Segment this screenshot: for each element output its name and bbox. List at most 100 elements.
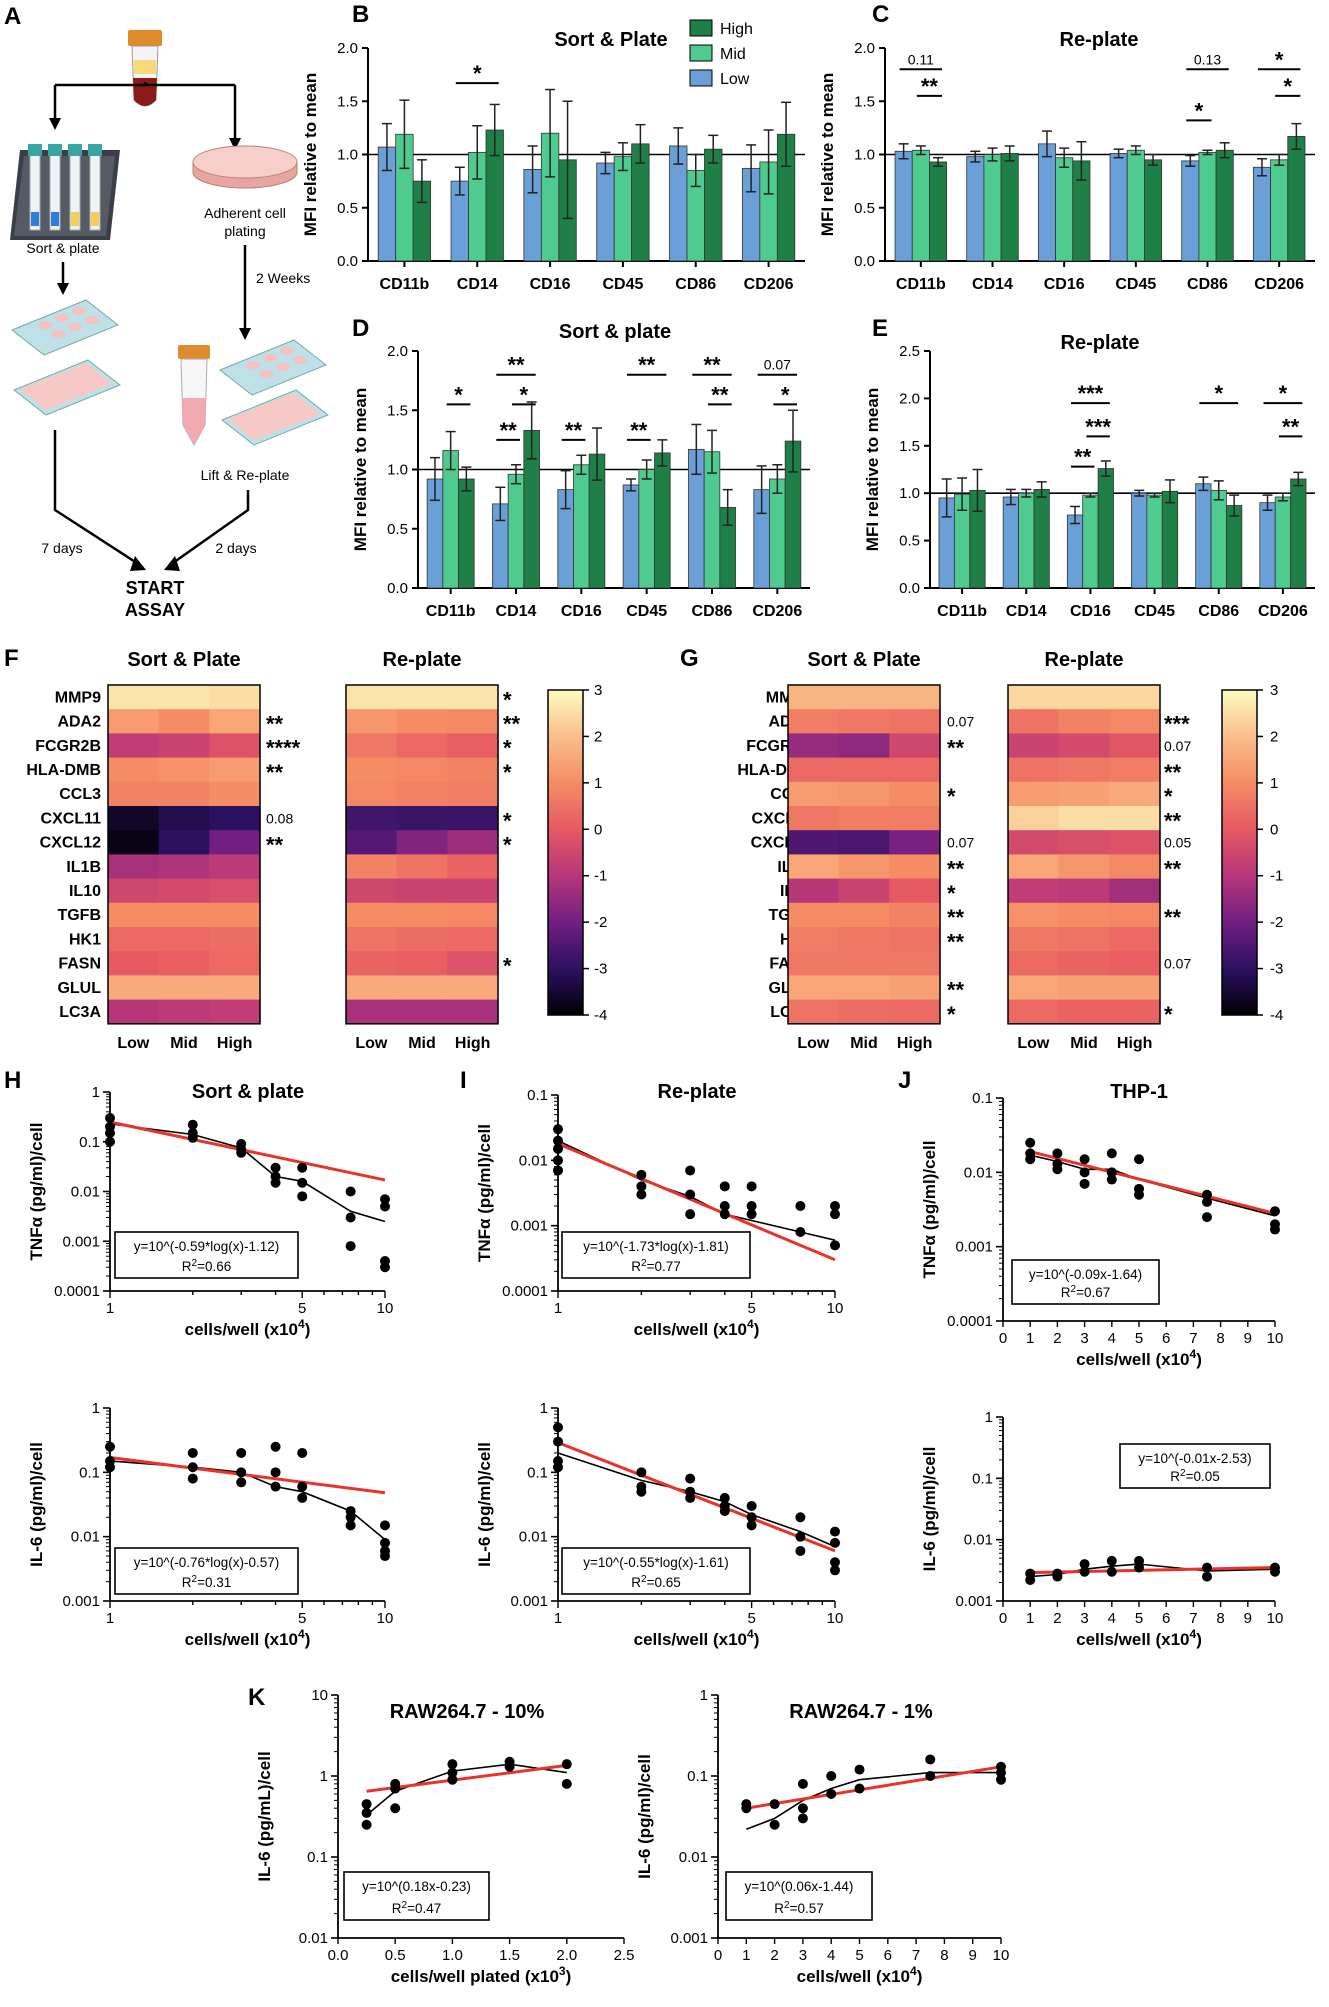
bar-mid <box>1126 149 1145 262</box>
gene-label: HK1 <box>69 931 101 948</box>
heatmap-cell <box>788 806 840 831</box>
heatmap-cell <box>1008 878 1060 904</box>
heatmap-cell <box>108 830 160 855</box>
x-tick-label: CD11b <box>380 276 430 293</box>
heatmap-cell <box>108 733 160 759</box>
data-point <box>345 1241 356 1252</box>
bar-chart-c: C Re-plate 0.0 0.5 1.0 1.5 2.0 CD11b CD14 CD16 CD4… <box>854 1 1315 293</box>
heatmap-cell <box>788 830 840 855</box>
x-tick-label: CD206 <box>752 603 802 620</box>
heatmap-cell <box>889 781 941 807</box>
bar-mid <box>1270 159 1289 262</box>
data-point <box>1202 1571 1212 1582</box>
data-point <box>925 1754 936 1765</box>
y-tick-label: 0.0 <box>899 580 920 597</box>
heatmap-cell <box>1109 878 1161 904</box>
legend-mid: Mid <box>720 46 746 63</box>
heatmap-cell <box>838 951 890 976</box>
heatmap-cell <box>346 806 398 831</box>
heatmap-cell <box>209 757 261 783</box>
x-tick-label: 10 <box>377 1300 394 1317</box>
equation-text: y=10^(-0.59*log(x)-1.12) <box>134 1239 280 1254</box>
significance-label: ** <box>947 978 965 1003</box>
data-point <box>361 1799 372 1810</box>
heatmap-block-title: Re-plate <box>383 649 462 671</box>
heatmap-cell <box>108 999 160 1025</box>
data-point <box>746 1500 757 1511</box>
y-tick-label: 0.01 <box>679 1849 708 1866</box>
x-axis-label: cells/well (x104) <box>185 1627 311 1649</box>
significance-label: ** <box>500 418 518 443</box>
y-tick-label: 0.001 <box>955 1239 993 1256</box>
heatmap-block-title: Sort & Plate <box>127 649 240 671</box>
significance-label: * <box>1164 784 1173 809</box>
data-point <box>297 1162 308 1173</box>
heatmap-cell <box>1058 781 1110 807</box>
data-point <box>795 1226 806 1237</box>
data-point <box>636 1169 647 1180</box>
data-point <box>553 1462 563 1473</box>
heatmap-cell <box>1109 757 1161 783</box>
data-point <box>390 1783 401 1794</box>
data-point <box>795 1512 806 1523</box>
gene-label: CXCL11 <box>41 810 102 827</box>
heatmap-cell <box>108 878 160 904</box>
bar-high <box>1287 135 1306 262</box>
bar-low <box>1002 496 1019 589</box>
heatmap-cell <box>838 709 890 734</box>
significance-label: ** <box>1164 857 1182 882</box>
heatmap-cell <box>108 806 160 831</box>
panel-label: H <box>4 1067 21 1094</box>
x-tick-label: 5 <box>1135 1330 1143 1347</box>
bar-low <box>894 150 913 262</box>
significance-label: *** <box>1085 414 1111 439</box>
significance-label: * <box>1164 1002 1173 1027</box>
heatmap-cell <box>346 902 398 928</box>
scatter-k1: K RAW264.7 - 10% 10 1 0.1 0.010.0 0.5 1.0 1.5 2.0… <box>248 1684 634 1986</box>
heatmap-cell <box>346 854 398 880</box>
heatmap-cell <box>158 806 210 831</box>
x-tick-label: 2 <box>1053 1610 1061 1627</box>
x-tick-label: 9 <box>969 1947 977 1964</box>
y-tick-label: 0.001 <box>62 1233 100 1250</box>
heatmap-cell <box>1058 757 1110 783</box>
y-tick-label: 0.01 <box>71 1184 100 1201</box>
heatmap-cell <box>396 757 448 783</box>
bar-high <box>1226 505 1243 589</box>
heatmap-cell <box>396 927 448 952</box>
heatmap-cell <box>108 685 160 710</box>
scatter-h1: H Sort & plate 1 0.1 0.01 0.001 0.0001 1 5 10 cell… <box>4 1067 393 1339</box>
heatmap-cell <box>108 757 160 783</box>
significance-label: * <box>503 953 512 978</box>
x-tick-label: CD11b <box>426 603 476 620</box>
column-label: Mid <box>170 1035 198 1052</box>
data-point <box>270 1162 281 1173</box>
equation-box <box>1011 1259 1160 1305</box>
heatmap-cell <box>1058 830 1110 855</box>
colorbar <box>547 689 584 1016</box>
heatmap-cell <box>209 781 261 807</box>
bar-low <box>1181 160 1200 262</box>
heatmap-cell <box>838 806 890 831</box>
heatmap-cell <box>158 830 210 855</box>
significance-label: * <box>473 61 482 86</box>
scatter-j1: J THP-1 0.1 0.01 0.001 0.0001 0 1 2 3 4 5 6 7 8 9 10 cell… <box>898 1067 1283 1369</box>
heatmap-cell <box>1058 854 1110 880</box>
bar-low <box>1252 166 1271 262</box>
significance-label: * <box>503 687 512 712</box>
data-point <box>746 1181 757 1192</box>
heatmap-cell <box>1008 975 1060 1001</box>
x-tick-label: CD14 <box>457 276 498 293</box>
y-tick-label: 0.1 <box>972 1090 993 1107</box>
heatmap-cell <box>788 878 840 904</box>
y-tick-label: 10 <box>311 1687 328 1704</box>
colorbar-tick-label: -2 <box>1270 914 1283 931</box>
data-point <box>1106 1148 1117 1159</box>
y-tick-label: 0.01 <box>519 1529 548 1546</box>
y-tick-label: 1 <box>985 1409 993 1426</box>
heatmap-cell <box>788 975 840 1001</box>
heatmap-cell <box>1058 927 1110 952</box>
data-point <box>236 1477 247 1488</box>
data-point <box>297 1447 308 1458</box>
data-point <box>380 1194 390 1205</box>
